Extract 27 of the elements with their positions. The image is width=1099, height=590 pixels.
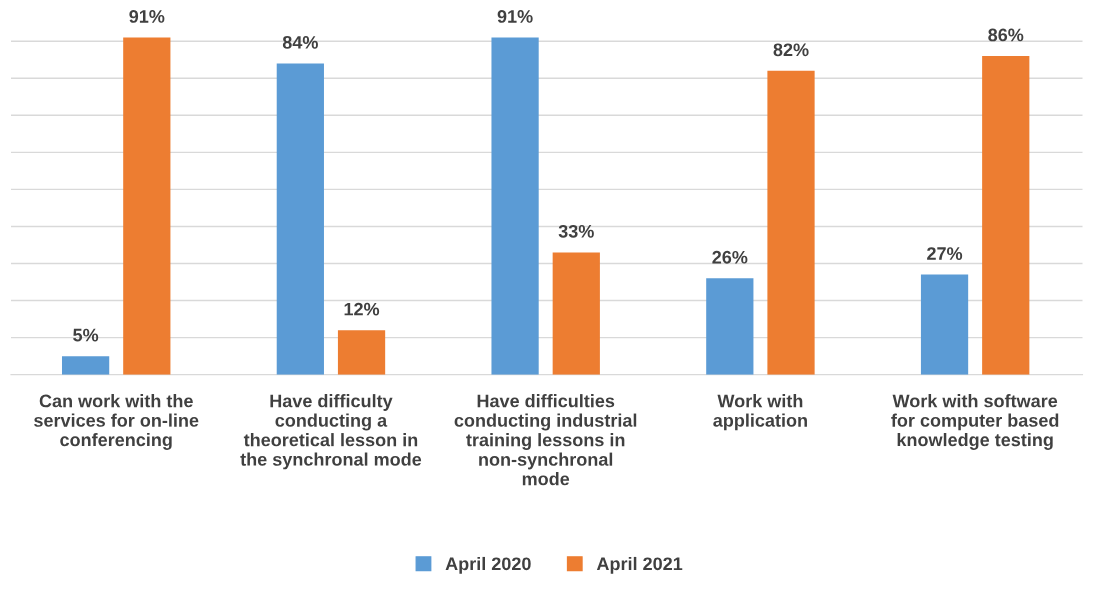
bar [706,278,754,375]
legend-label: April 2021 [596,556,683,574]
data-label: 91% [129,10,165,23]
x-tick-label: Can work with the services for on-line conferencing [34,394,199,450]
x-tick-label: Have difficulty conducting a theoretical lesson in the synchronal mode [240,394,422,470]
data-label: 5% [73,328,99,342]
data-label: 91% [497,10,533,23]
x-tick-label: Work with software for computer based knowledge testing [891,394,1059,450]
bar [337,330,386,375]
legend-label: April 2020 [445,556,531,574]
bar [491,37,539,375]
x-tick-label: Work with application [713,394,807,431]
bar [123,37,171,375]
bar [552,252,600,375]
bar [920,274,969,375]
data-label: 33% [558,224,594,238]
data-label: 26% [712,250,748,264]
bar [61,356,110,375]
data-label: 12% [344,302,380,316]
bar [982,56,1030,375]
data-label: 84% [282,35,318,49]
x-tick-label: Have difficulties conducting industrial training lessons in non-synchronal mode [454,394,637,486]
bar [767,70,815,375]
data-label: 82% [773,43,809,57]
bar [276,63,324,375]
data-label: 86% [988,28,1024,42]
data-label: 27% [927,247,963,260]
